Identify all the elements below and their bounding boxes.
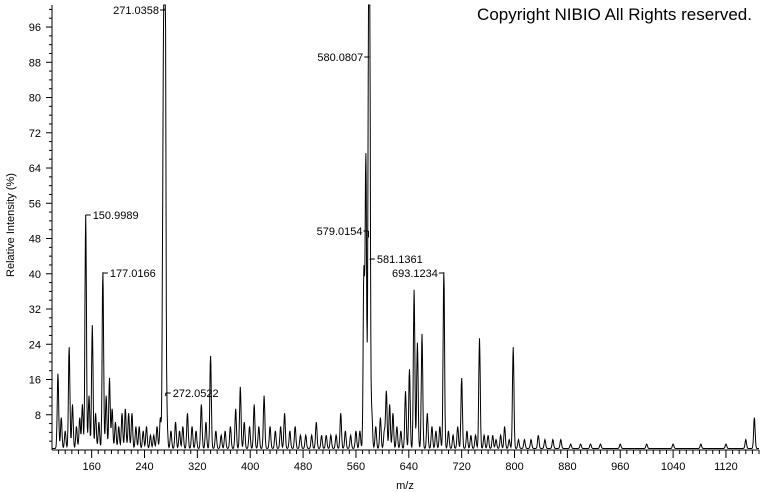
x-tick-label: 800 [505, 461, 523, 473]
y-tick-label: 96 [29, 22, 41, 34]
x-tick-label: 480 [294, 461, 312, 473]
x-tick-label: 240 [135, 461, 153, 473]
y-tick-label: 56 [29, 198, 41, 210]
x-tick-label: 1040 [661, 461, 685, 473]
x-tick-label: 640 [400, 461, 418, 473]
annotation-label: 581.1361 [377, 254, 423, 266]
annotation-label: 272.0522 [173, 388, 219, 400]
annotation-label: 579.0154 [317, 226, 363, 238]
y-tick-label: 48 [29, 234, 41, 246]
annotation-label: 580.0807 [317, 52, 363, 64]
annotation-label: 693.1234 [392, 268, 438, 280]
peak-annotations: 271.0358 580.0807 150.9989 579.0154 177.0166… [85, 5, 445, 400]
x-tick-label: 160 [82, 461, 100, 473]
x-axis-label: m/z [396, 480, 414, 492]
y-tick-label: 8 [35, 410, 41, 422]
plot-area [52, 4, 759, 450]
x-tick-label: 880 [558, 461, 576, 473]
x-tick-label: 400 [241, 461, 259, 473]
x-tick-label: 960 [611, 461, 629, 473]
y-tick-label: 32 [29, 304, 41, 316]
x-tick-label: 720 [452, 461, 470, 473]
annotation-label: 271.0358 [113, 5, 159, 17]
y-tick-label: 40 [29, 269, 41, 281]
y-tick-label: 72 [29, 128, 41, 140]
spectrum-line [52, 4, 759, 450]
x-tick-label: 560 [347, 461, 365, 473]
y-tick-label: 16 [29, 375, 41, 387]
x-tick-label: 320 [188, 461, 206, 473]
copyright-notice: Copyright NIBIO All Rights reserved. [477, 5, 752, 24]
y-axis-label: Relative Intensity (%) [5, 173, 17, 277]
x-tick-label: 1120 [714, 461, 738, 473]
annotation-label: 177.0166 [110, 268, 156, 280]
y-tick-label: 64 [29, 163, 41, 175]
y-tick-label: 88 [29, 57, 41, 69]
axes: 8 16 24 32 40 48 56 64 72 80 88 96 160 240 320 400 480 56… [29, 5, 760, 473]
y-tick-label: 24 [29, 339, 41, 351]
annotation-label: 150.9989 [93, 210, 139, 222]
y-tick-label: 80 [29, 93, 41, 105]
